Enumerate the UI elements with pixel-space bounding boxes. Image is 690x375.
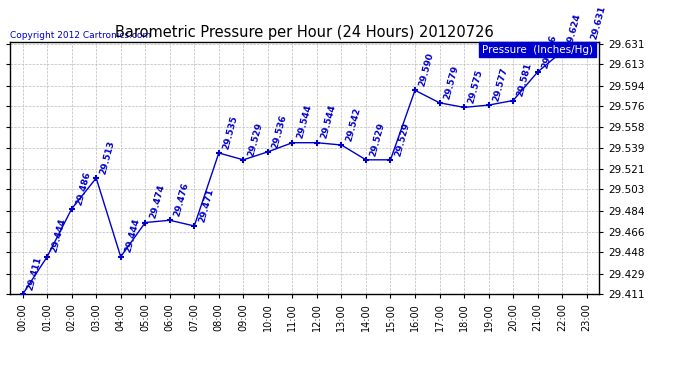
Text: 29.529: 29.529 [246,121,264,157]
Text: 29.581: 29.581 [516,62,533,98]
Text: 29.513: 29.513 [99,140,117,175]
Text: 29.536: 29.536 [270,113,288,149]
Title: Barometric Pressure per Hour (24 Hours) 20120726: Barometric Pressure per Hour (24 Hours) … [115,25,494,40]
Text: Copyright 2012 Cartronics.com: Copyright 2012 Cartronics.com [10,31,152,40]
Text: 29.577: 29.577 [491,66,509,102]
Text: 29.575: 29.575 [467,69,484,105]
Text: 29.606: 29.606 [540,33,558,69]
Text: 29.544: 29.544 [319,104,337,140]
Text: 29.411: 29.411 [26,256,43,292]
Text: 29.444: 29.444 [124,218,141,254]
Text: 29.529: 29.529 [393,121,411,157]
Text: 29.579: 29.579 [442,64,460,100]
Text: 29.486: 29.486 [75,170,92,206]
Text: 29.535: 29.535 [221,114,239,150]
Text: 29.542: 29.542 [344,106,362,142]
Text: 29.476: 29.476 [172,182,190,218]
Text: 29.624: 29.624 [565,13,582,49]
Text: 29.444: 29.444 [50,218,68,254]
Text: 29.471: 29.471 [197,187,215,223]
Text: 29.631: 29.631 [589,5,607,41]
Text: 29.544: 29.544 [295,104,313,140]
Text: 29.474: 29.474 [148,183,166,220]
Text: Pressure  (Inches/Hg): Pressure (Inches/Hg) [482,45,593,55]
Text: 29.590: 29.590 [417,52,435,87]
Text: 29.529: 29.529 [368,121,386,157]
